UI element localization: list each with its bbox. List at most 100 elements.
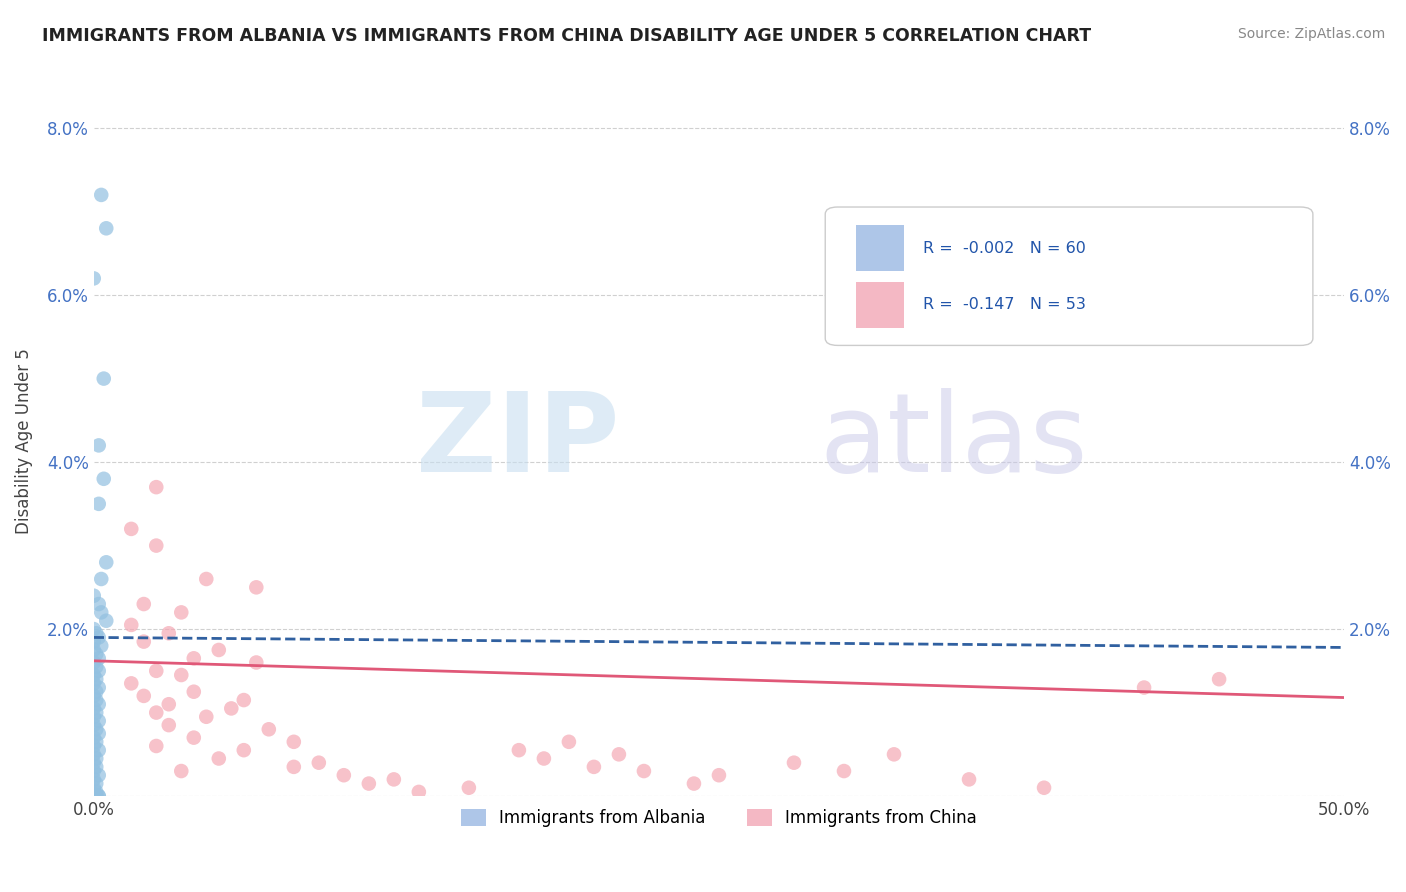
Point (90, 572, 112, 586)
Point (145, 664, 167, 678)
Point (120, 618, 142, 632)
Point (83, 747, 105, 762)
Point (832, 764, 855, 778)
Point (883, 747, 905, 762)
Point (83, 656, 105, 670)
FancyBboxPatch shape (856, 225, 904, 271)
Point (1033, 780, 1056, 795)
Point (84, 785, 107, 799)
Point (183, 651, 205, 665)
Text: atlas: atlas (818, 388, 1087, 495)
Point (132, 689, 155, 703)
Point (87, 631, 110, 645)
Point (633, 764, 655, 778)
Point (170, 764, 193, 778)
Y-axis label: Disability Age Under 5: Disability Age Under 5 (15, 348, 32, 534)
Point (84, 789, 107, 803)
FancyBboxPatch shape (825, 207, 1313, 345)
Point (83, 789, 105, 803)
Point (83, 634, 105, 648)
Point (232, 743, 254, 757)
Point (83, 731, 105, 745)
Point (208, 643, 231, 657)
Point (84, 672, 107, 686)
Point (283, 735, 305, 749)
Point (83, 710, 105, 724)
Point (83, 701, 105, 715)
Legend: Immigrants from Albania, Immigrants from China: Immigrants from Albania, Immigrants from… (454, 803, 984, 834)
Point (87, 789, 110, 803)
Point (87, 497, 110, 511)
Text: R =  -0.002   N = 60: R = -0.002 N = 60 (922, 241, 1085, 256)
Point (83, 676, 105, 690)
Point (157, 626, 180, 640)
Point (132, 634, 155, 648)
Point (157, 698, 180, 712)
Point (120, 522, 142, 536)
Point (120, 676, 142, 690)
Point (83, 789, 105, 803)
Point (957, 772, 980, 787)
Point (90, 639, 112, 653)
Text: R =  -0.147   N = 53: R = -0.147 N = 53 (922, 297, 1085, 312)
Point (87, 651, 110, 665)
Point (208, 751, 231, 765)
Point (87, 438, 110, 452)
Point (607, 747, 630, 762)
Point (90, 606, 112, 620)
Point (145, 739, 167, 753)
Point (83, 772, 105, 787)
Point (245, 656, 267, 670)
Point (1133, 681, 1156, 695)
Point (87, 789, 110, 803)
Point (257, 723, 280, 737)
Point (84, 684, 107, 698)
Point (84, 723, 107, 737)
Point (93, 472, 115, 486)
Point (195, 710, 218, 724)
Point (96, 555, 118, 569)
Point (87, 743, 110, 757)
Point (93, 371, 115, 385)
Point (357, 776, 380, 790)
Point (145, 480, 167, 494)
Point (183, 684, 205, 698)
Point (308, 756, 330, 770)
Point (90, 188, 112, 202)
Point (145, 706, 167, 720)
Point (84, 659, 107, 673)
Point (582, 760, 605, 774)
Point (195, 572, 218, 586)
Point (170, 606, 193, 620)
Point (84, 776, 107, 790)
Point (83, 789, 105, 803)
Point (508, 743, 530, 757)
Point (245, 580, 267, 594)
Point (558, 735, 581, 749)
Point (96, 221, 118, 235)
Point (83, 689, 105, 703)
Point (83, 622, 105, 636)
Point (87, 698, 110, 712)
Point (83, 668, 105, 682)
Point (221, 701, 243, 715)
Point (84, 647, 107, 661)
FancyBboxPatch shape (856, 282, 904, 328)
Point (83, 764, 105, 778)
Point (84, 760, 107, 774)
Point (87, 664, 110, 678)
Point (457, 780, 479, 795)
Point (84, 706, 107, 720)
Point (83, 589, 105, 603)
Point (84, 789, 107, 803)
Point (83, 739, 105, 753)
Point (683, 776, 706, 790)
Text: IMMIGRANTS FROM ALBANIA VS IMMIGRANTS FROM CHINA DISABILITY AGE UNDER 5 CORRELAT: IMMIGRANTS FROM ALBANIA VS IMMIGRANTS FR… (42, 27, 1091, 45)
Point (83, 718, 105, 732)
Point (408, 785, 430, 799)
Point (96, 614, 118, 628)
Point (84, 751, 107, 765)
Point (83, 643, 105, 657)
Point (707, 768, 730, 782)
Point (83, 788, 105, 802)
